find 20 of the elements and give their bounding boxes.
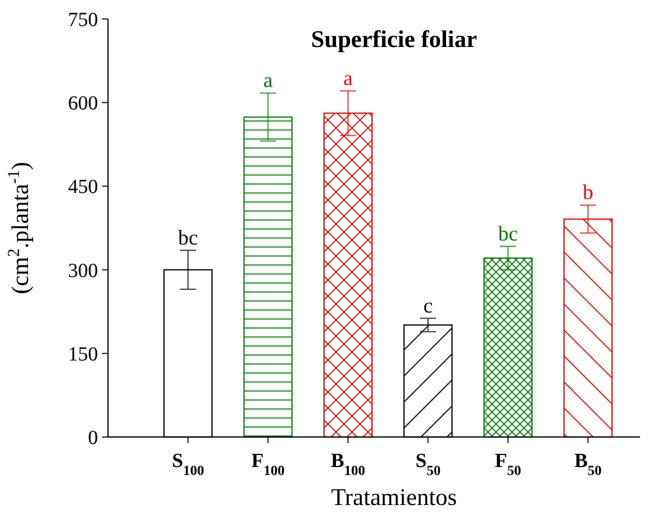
annotation: bc: [498, 221, 518, 246]
chart-title: Superficie foliar: [311, 27, 478, 53]
y-tick-label: 150: [68, 343, 98, 366]
annotation: a: [343, 66, 354, 90]
annotation: b: [582, 180, 594, 204]
y-tick-label: 600: [68, 92, 98, 115]
annotation: c: [423, 293, 433, 318]
x-tick-label: F$_{50}$: [494, 450, 522, 478]
annotation: bc: [178, 225, 198, 250]
x-tick-label: F$_{100}$: [251, 450, 285, 478]
x-tick-label: B$_{100}$: [330, 450, 366, 478]
x-axis-title: Tratamientos: [331, 485, 457, 511]
y-tick-label: 750: [68, 9, 98, 31]
x-tick-label: S$_{50}$: [415, 450, 441, 478]
x-tick-label: B$_{50}$: [574, 450, 602, 478]
y-tick-label: 450: [68, 176, 98, 198]
annotation: a: [263, 68, 274, 92]
y-tick-label: 0: [88, 427, 98, 449]
x-tick-label: S$_{100}$: [172, 450, 204, 478]
y-tick-label: 300: [68, 260, 98, 282]
